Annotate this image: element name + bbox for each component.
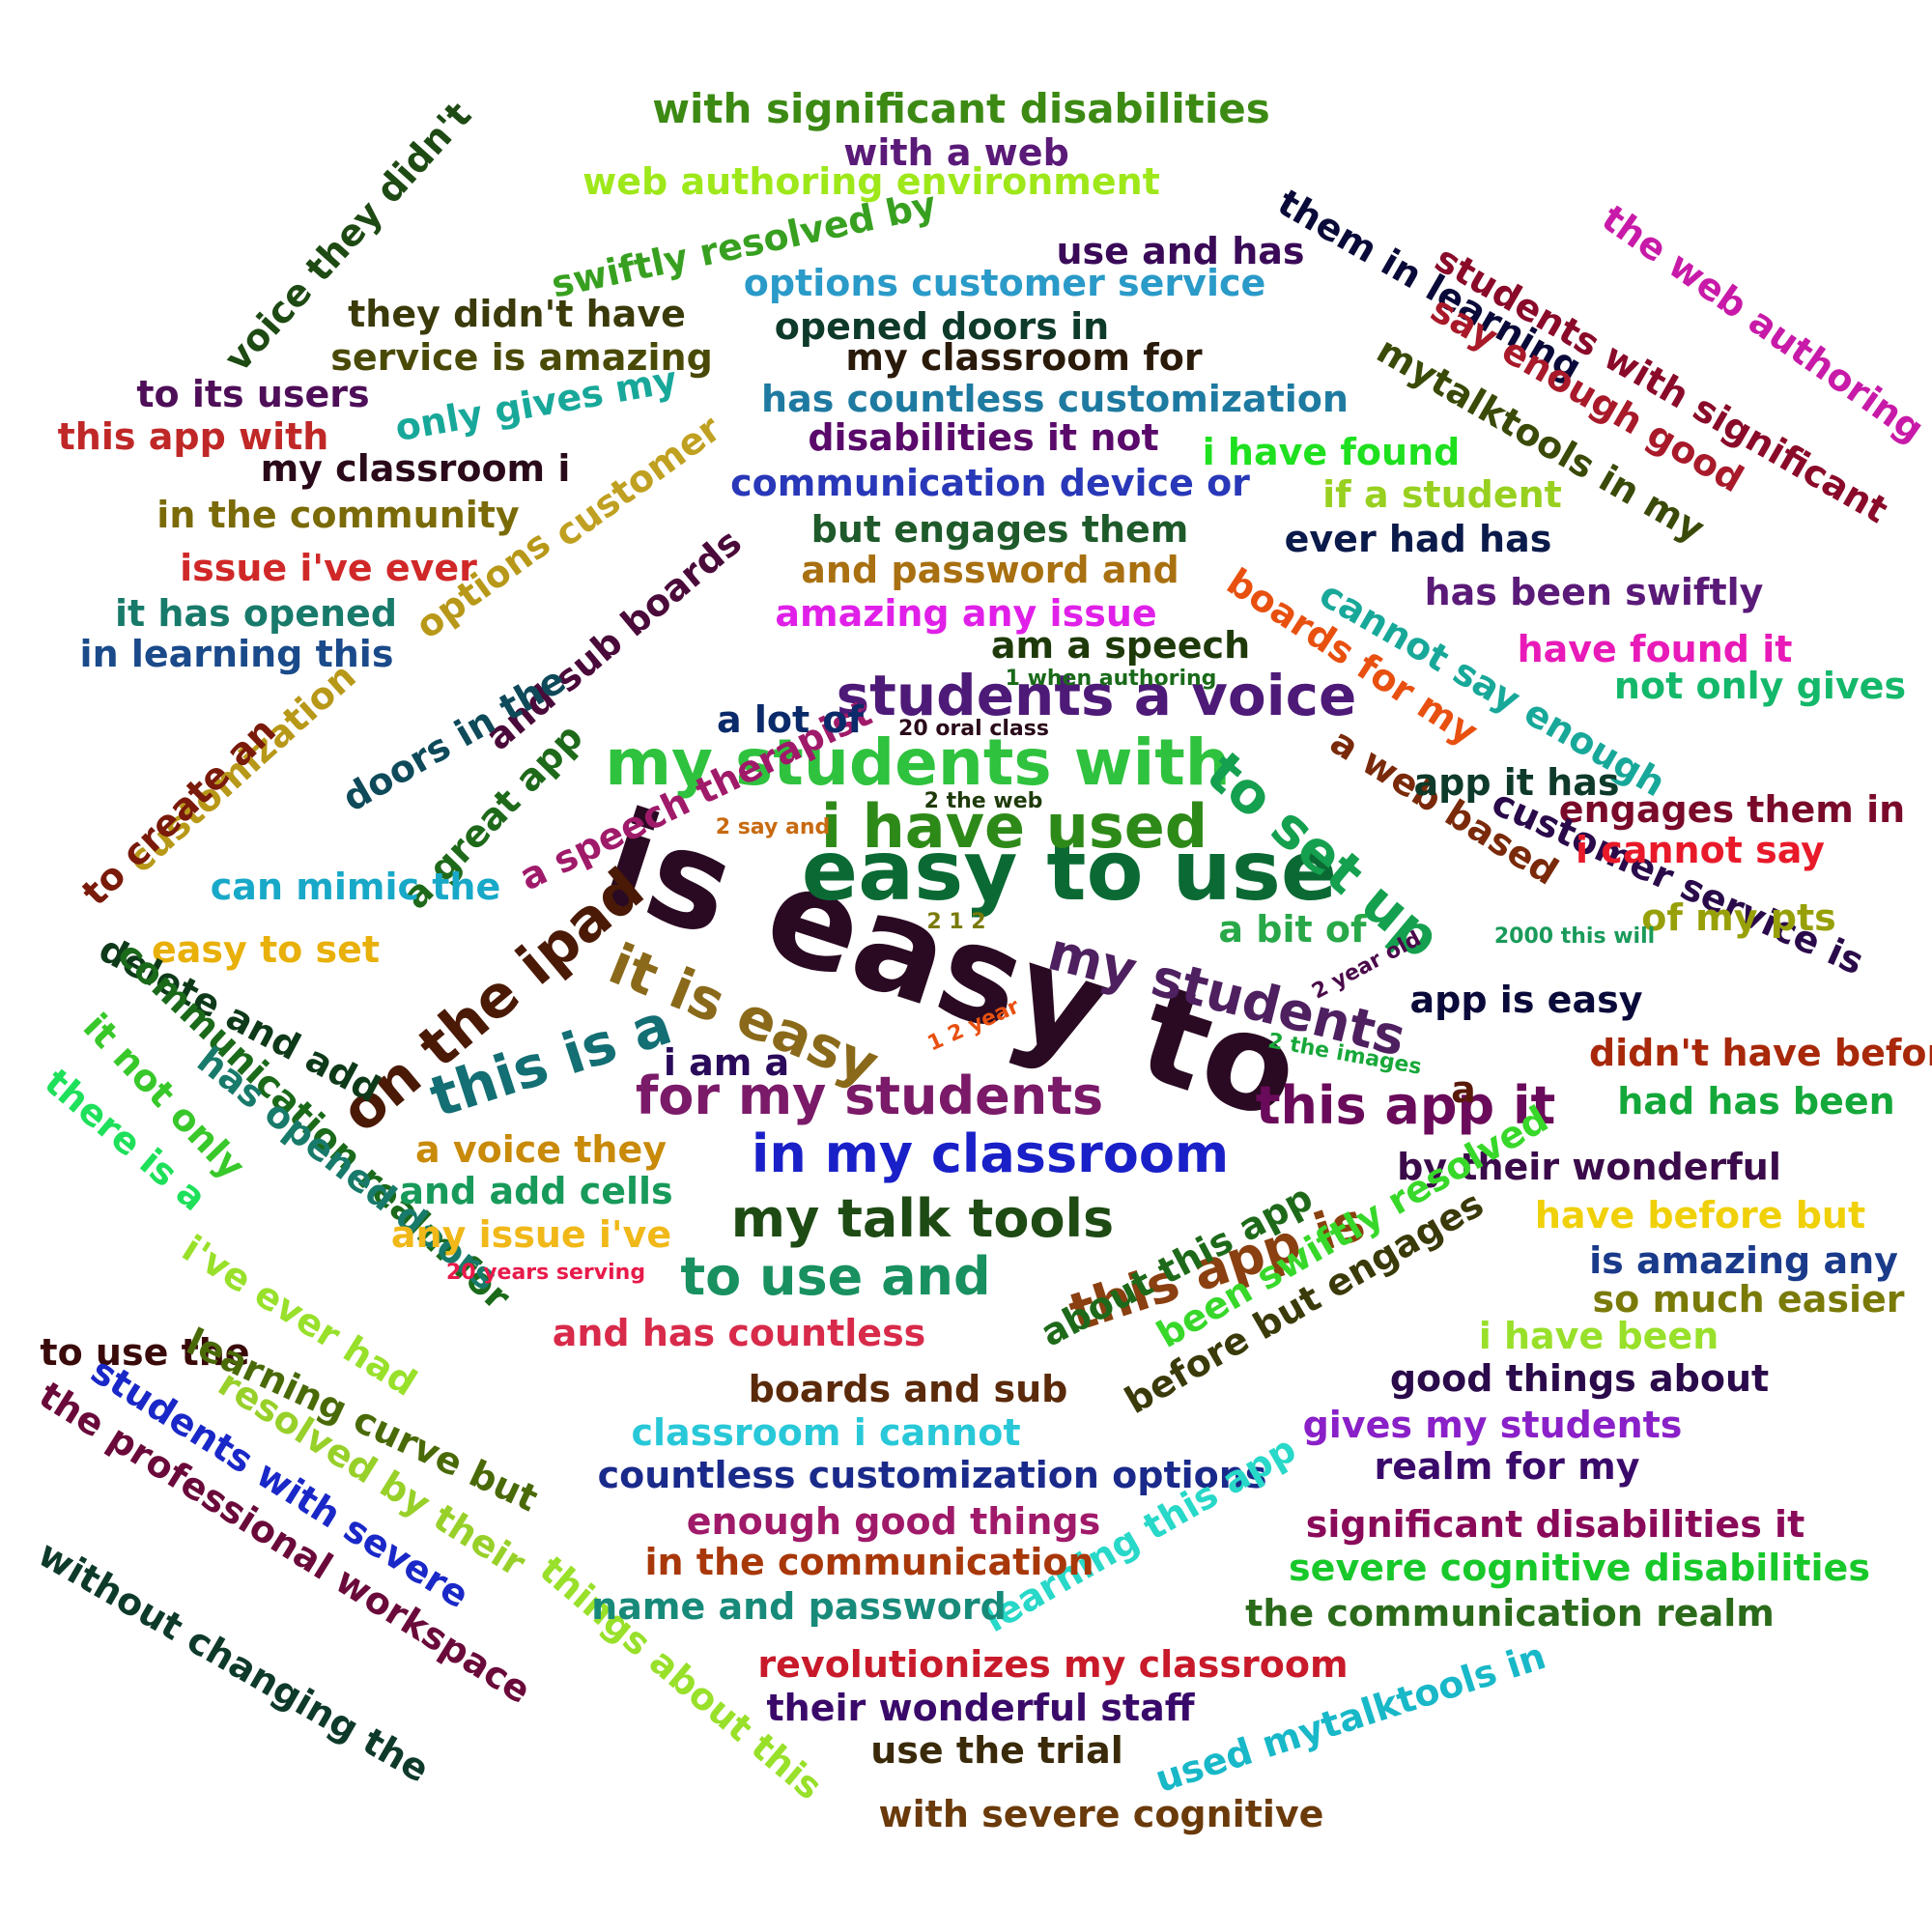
word-phrase: not only gives [1613,665,1907,707]
word-phrase: use the trial [870,1729,1123,1772]
word-phrase: i have found [1202,431,1461,473]
word-phrase: with a web [843,131,1069,174]
word-phrase: didn't have before [1588,1032,1932,1074]
word-phrase: 2000 this will [1493,924,1656,949]
word-phrase: have found it [1517,628,1793,670]
word-phrase: 2 say and [715,815,831,839]
word-phrase: it has opened [114,592,398,635]
word-phrase: and add cells [399,1170,673,1212]
word-phrase: options customer service [743,262,1266,304]
word-phrase: 20 years serving [445,1261,646,1285]
word-phrase: i cannot say [1576,829,1825,871]
word-phrase: is amazing any [1589,1239,1898,1282]
word-phrase: use and has [1056,230,1305,272]
word-phrase: this app with [57,415,329,458]
word-phrase: am a speech [990,624,1251,667]
word-phrase: this app it [1255,1075,1556,1136]
word-phrase: countless customization options [597,1454,1267,1496]
word-phrase: service is amazing [330,336,713,379]
word-phrase: but engages them [810,508,1189,551]
word-phrase: significant disabilities it [1305,1503,1805,1546]
word-phrase: opened doors in [774,305,1110,348]
word-phrase: in learning this [79,633,394,675]
word-phrase: ever had has [1284,518,1552,560]
word-phrase: gives my students [1302,1404,1683,1446]
word-phrase: realm for my [1374,1445,1640,1488]
word-phrase: app it has [1413,761,1620,804]
word-phrase: a [1451,1068,1476,1111]
word-phrase: 20 oral class [898,717,1049,741]
word-phrase: my students with [605,725,1231,800]
word-phrase: a bit of [1218,908,1367,951]
word-phrase: has been swiftly [1424,571,1764,613]
word-phrase: for my students [635,1065,1104,1126]
word-phrase: to use the [40,1331,250,1374]
word-phrase: the communication realm [1245,1592,1775,1634]
word-phrase: students a voice [836,663,1357,728]
word-phrase: a voice they [414,1128,668,1171]
word-phrase: boards and sub [748,1368,1068,1410]
word-phrase: classroom i cannot [631,1411,1021,1454]
word-phrase: 1 when authoring [1005,667,1217,691]
word-phrase: they didn't have [348,293,686,335]
word-phrase: customer [546,407,729,555]
word-phrase: web authoring environment [582,160,1160,203]
word-phrase: by their wonderful [1397,1146,1781,1188]
word-phrase: 2 1 2 [926,910,986,934]
word-phrase: had has been [1617,1080,1895,1122]
word-phrase: severe cognitive disabilities [1289,1547,1870,1589]
word-phrase: of my pts [1641,896,1836,939]
word-phrase: disabilities it not [808,416,1159,459]
word-phrase: in the community [156,494,520,536]
word-phrase: 2 the web [923,789,1043,813]
word-phrase: issue i've ever [180,547,477,589]
word-phrase: i have been [1478,1315,1719,1357]
word-phrase: to use and [680,1246,991,1307]
word-phrase: any issue i've [390,1213,672,1256]
word-phrase: enough good things [686,1500,1101,1543]
word-phrase: their wonderful staff [766,1687,1195,1729]
word-phrase: communication device or [730,462,1250,504]
word-phrase: in the communication [644,1541,1094,1583]
word-phrase: in my classroom [751,1123,1230,1184]
word-phrase: easy to use [801,823,1338,920]
word-phrase: to its users [136,373,370,415]
word-phrase: my classroom for [845,336,1203,379]
word-phrase: good things about [1389,1357,1770,1400]
word-phrase: i have used [820,791,1208,862]
word-phrase: so much easier [1592,1278,1905,1321]
word-phrase: i am a [663,1041,790,1084]
word-phrase: easy to set [151,928,381,971]
word-phrase: has countless customization [761,378,1349,420]
word-phrase: and has countless [552,1312,926,1354]
word-phrase: name and password [591,1585,1007,1628]
word-phrase: can mimic the [210,866,501,908]
word-phrase: have before but [1534,1194,1866,1236]
word-phrase: engages them in [1558,788,1906,831]
word-phrase: with significant disabilities [652,85,1270,132]
word-phrase: revolutionizes my classroom [757,1643,1349,1686]
word-phrase: with severe cognitive [878,1793,1324,1835]
word-phrase: amazing any issue [775,592,1157,635]
word-phrase: a lot of [716,698,865,741]
word-phrase: my talk tools [730,1188,1115,1249]
word-phrase: my classroom i [260,447,571,490]
word-phrase: if a student [1322,473,1562,516]
word-phrase: app is easy [1409,979,1643,1021]
word-phrase: and password and [801,549,1179,591]
